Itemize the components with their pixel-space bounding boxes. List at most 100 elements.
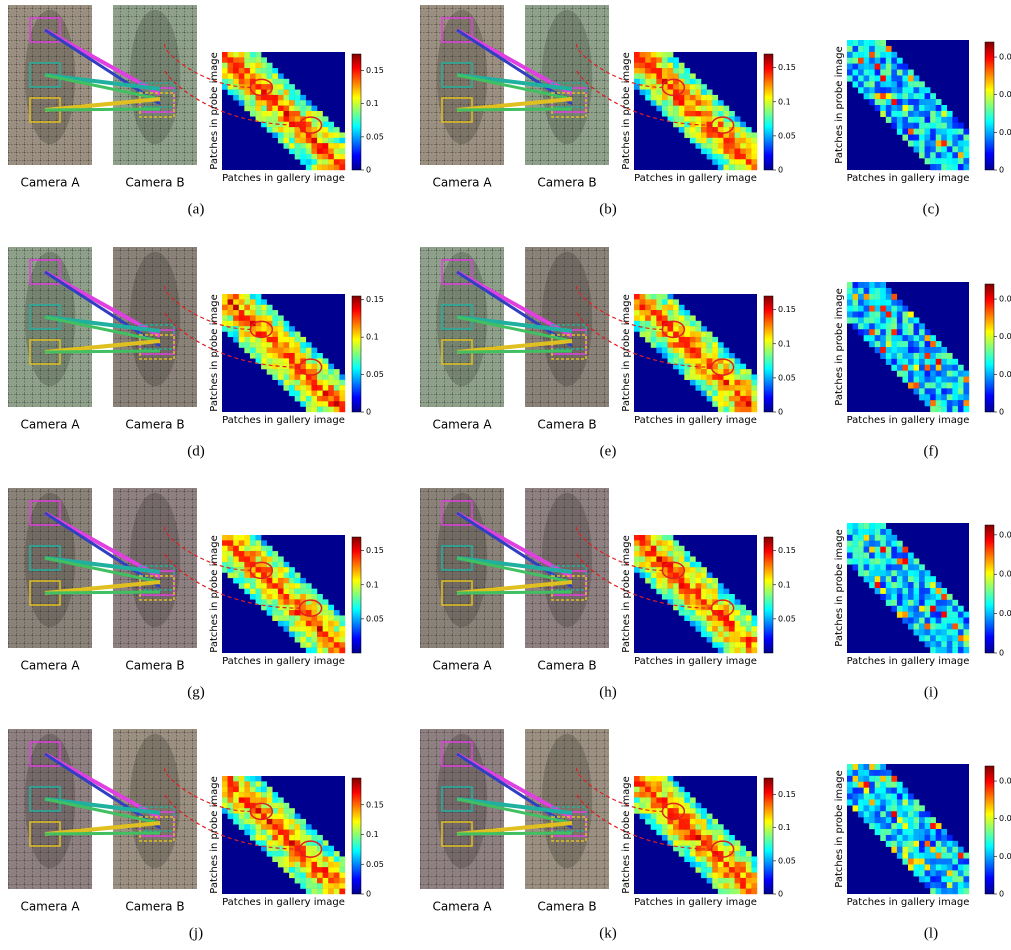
- heatmap-cell: [323, 621, 329, 627]
- heatmap-cell: [289, 862, 295, 868]
- heatmap-cell: [880, 64, 886, 70]
- heatmap-cell: [751, 396, 757, 402]
- heatmap-cell: [244, 535, 250, 541]
- heatmap-cell: [751, 862, 757, 868]
- heatmap-cell: [729, 632, 735, 638]
- heatmap-cell: [334, 615, 340, 621]
- heatmap-cell: [267, 824, 273, 830]
- heatmap-cell: [662, 63, 668, 69]
- heatmap-cell: [701, 342, 707, 348]
- heatmap-cell: [317, 637, 323, 643]
- heatmap-cell: [701, 824, 707, 830]
- heatmap-cell: [334, 132, 340, 138]
- heatmap-cell: [684, 594, 690, 600]
- heatmap-cell: [864, 52, 870, 58]
- heatmap-cell: [656, 79, 662, 85]
- heatmap-cell: [673, 342, 679, 348]
- heatmap-cell: [908, 582, 914, 588]
- heatmap-cell: [684, 332, 690, 338]
- heatmap-cell: [306, 369, 312, 375]
- heatmap-cell: [746, 391, 752, 397]
- heatmap-cell: [735, 385, 741, 391]
- heatmap-cell: [662, 781, 668, 787]
- heatmap-cell: [679, 305, 685, 311]
- heatmap-cell: [847, 799, 853, 805]
- heatmap-cell: [902, 129, 908, 135]
- heatmap-cell: [634, 294, 640, 300]
- heatmap-cell: [668, 776, 674, 782]
- heatmap-cell: [656, 73, 662, 79]
- colorbar-tick-label: 0.06: [999, 530, 1011, 539]
- heatmap-cell: [696, 380, 702, 386]
- heatmap-cell: [233, 535, 239, 541]
- heatmap-cell: [746, 867, 752, 873]
- heatmap-cell: [284, 79, 290, 85]
- colorbar-tick-label: 0.15: [778, 63, 796, 72]
- heatmap-cell: [239, 52, 245, 58]
- heatmap-cell: [306, 159, 312, 165]
- heatmap-cell: [947, 377, 953, 383]
- heatmap-cell: [963, 406, 969, 412]
- heatmap-cell: [300, 364, 306, 370]
- heatmap-cell: [941, 388, 947, 394]
- heatmap-cell: [735, 149, 741, 155]
- heatmap-cell: [233, 567, 239, 573]
- heatmap-cell: [958, 623, 964, 629]
- heatmap-cell: [651, 540, 657, 546]
- heatmap-cell: [936, 647, 942, 653]
- heatmap-cell: [919, 135, 925, 141]
- heatmap-cell: [746, 610, 752, 616]
- heatmap-cell: [952, 847, 958, 853]
- heatmap-cell: [875, 99, 881, 105]
- heatmap-cell: [668, 305, 674, 311]
- heatmap-cell: [306, 594, 312, 600]
- heatmap-cell: [233, 540, 239, 546]
- heatmap-cell: [723, 637, 729, 643]
- heatmap-cell: [278, 332, 284, 338]
- heatmap-cell: [908, 353, 914, 359]
- colorbar-tick-label: 0.15: [778, 546, 796, 555]
- heatmap-cell: [941, 594, 947, 600]
- heatmap-cell: [869, 335, 875, 341]
- heatmap-cell: [908, 829, 914, 835]
- heatmap-cell: [684, 100, 690, 106]
- heatmap-cell: [891, 58, 897, 64]
- heatmap-cell: [228, 299, 234, 305]
- heatmap-cell: [684, 797, 690, 803]
- heatmap-cell: [300, 391, 306, 397]
- camera-label: Camera B: [537, 176, 596, 190]
- heatmap-cell: [858, 553, 864, 559]
- heatmap-cell: [723, 878, 729, 884]
- heatmap-cell: [930, 111, 936, 117]
- heatmap-cell: [306, 605, 312, 611]
- heatmap-cell: [897, 547, 903, 553]
- heatmap-cell: [284, 90, 290, 96]
- heatmap-cell: [919, 564, 925, 570]
- heatmap-cell: [239, 342, 245, 348]
- heatmap-cell: [311, 830, 317, 836]
- heatmap-cell: [958, 864, 964, 870]
- heatmap-cell: [880, 111, 886, 117]
- heatmap-cell: [334, 878, 340, 884]
- heatmap-cell: [891, 576, 897, 582]
- heatmap-cell: [902, 93, 908, 99]
- heatmap-cell: [645, 776, 651, 782]
- heatmap-cell: [295, 862, 301, 868]
- heatmap-cell: [746, 883, 752, 889]
- heatmap-cell: [941, 600, 947, 606]
- heatmap-cell: [869, 46, 875, 52]
- heatmap-cell: [925, 847, 931, 853]
- heatmap-cell: [244, 797, 250, 803]
- heatmap-cell: [880, 58, 886, 64]
- heatmap-cell: [891, 817, 897, 823]
- heatmap-cell: [696, 840, 702, 846]
- heatmap-cell: [278, 589, 284, 595]
- heatmap-cell: [751, 867, 757, 873]
- heatmap-cell: [656, 100, 662, 106]
- heatmap-cell: [651, 792, 657, 798]
- heatmap-cell: [651, 68, 657, 74]
- heatmap-cell: [645, 315, 651, 321]
- heatmap-cell: [645, 546, 651, 552]
- heatmap-cell: [222, 797, 228, 803]
- heatmap-cell: [919, 570, 925, 576]
